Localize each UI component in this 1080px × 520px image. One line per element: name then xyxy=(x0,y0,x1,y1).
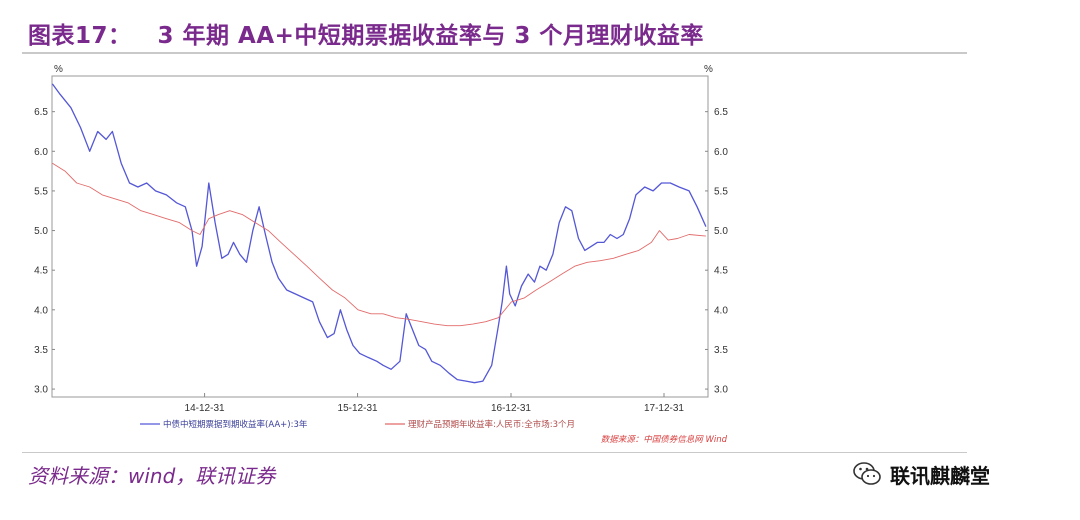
right-tick-label: 6.0 xyxy=(714,147,728,158)
title-divider xyxy=(22,52,967,54)
left-tick-label: 3.0 xyxy=(34,385,48,396)
left-tick-label: 3.5 xyxy=(34,345,48,356)
right-tick-label: 5.0 xyxy=(714,226,728,237)
series-layer xyxy=(51,83,707,384)
x-tick-label: 14-12-31 xyxy=(185,403,225,414)
source-note: 资料来源：wind，联讯证券 xyxy=(28,464,276,488)
right-tick-label: 4.5 xyxy=(714,266,728,277)
x-axis: 14-12-31 15-12-31 16-12-31 17-12-31 xyxy=(185,393,684,414)
x-tick-label: 16-12-31 xyxy=(491,403,531,414)
left-tick-label: 6.5 xyxy=(34,107,48,118)
right-y-axis: 3.0 3.5 4.0 4.5 5.0 5.5 6.0 6.5 xyxy=(705,107,728,396)
figure-title: 3 年期 AA+中短期票据收益率与 3 个月理财收益率 xyxy=(157,23,704,49)
legend-label-wmp: 理财产品预期年收益率:人民币:全市场:3个月 xyxy=(408,419,575,430)
right-axis-unit: % xyxy=(704,64,713,75)
left-tick-label: 6.0 xyxy=(34,147,48,158)
plot-frame xyxy=(51,75,709,398)
legend-label-bond: 中债中短期票据到期收益率(AA+):3年 xyxy=(163,419,308,430)
left-tick-label: 4.5 xyxy=(34,266,48,277)
figure-number: 图表17： xyxy=(28,23,132,49)
right-tick-label: 3.5 xyxy=(714,345,728,356)
right-tick-label: 4.0 xyxy=(714,305,728,316)
footer-divider xyxy=(22,452,967,453)
watermark: 联讯麒麟堂 xyxy=(852,458,990,490)
chart-source-note: 数据来源：中国债券信息网 Wind xyxy=(601,434,728,445)
legend: 中债中短期票据到期收益率(AA+):3年 理财产品预期年收益率:人民币:全市场:… xyxy=(140,419,575,430)
left-tick-label: 5.5 xyxy=(34,186,48,197)
right-tick-label: 3.0 xyxy=(714,385,728,396)
x-tick-label: 15-12-31 xyxy=(338,403,378,414)
left-tick-label: 5.0 xyxy=(34,226,48,237)
page-title: 图表17： 3 年期 AA+中短期票据收益率与 3 个月理财收益率 xyxy=(28,16,704,50)
watermark-text: 联讯麒麟堂 xyxy=(890,463,990,488)
left-tick-label: 4.0 xyxy=(34,305,48,316)
right-tick-label: 5.5 xyxy=(714,186,728,197)
series-line-bond-yield xyxy=(51,83,707,384)
x-tick-label: 17-12-31 xyxy=(644,403,684,414)
left-y-axis: 3.0 3.5 4.0 4.5 5.0 5.5 6.0 6.5 xyxy=(34,107,55,396)
series-line-wmp-yield xyxy=(52,162,706,327)
right-tick-label: 6.5 xyxy=(714,107,728,118)
left-axis-unit: % xyxy=(54,64,63,75)
wechat-icon xyxy=(853,462,881,485)
